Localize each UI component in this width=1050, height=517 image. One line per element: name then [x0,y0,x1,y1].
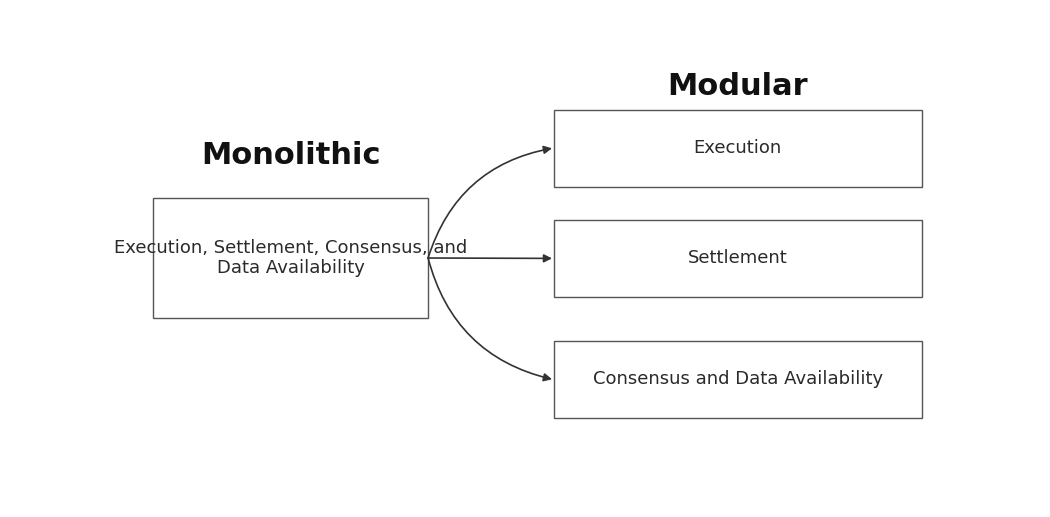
FancyArrowPatch shape [428,258,550,381]
Text: Monolithic: Monolithic [201,142,380,171]
Text: Settlement: Settlement [688,249,788,267]
Text: Execution, Settlement, Consensus, and
Data Availability: Execution, Settlement, Consensus, and Da… [113,239,467,278]
Bar [553,220,922,297]
Bar [153,199,428,317]
FancyArrowPatch shape [428,255,550,262]
Text: Consensus and Data Availability: Consensus and Data Availability [592,370,883,388]
Text: Execution: Execution [694,139,782,157]
Bar [553,341,922,418]
Text: Modular: Modular [668,72,808,101]
FancyArrowPatch shape [428,146,550,258]
Bar [553,110,922,187]
